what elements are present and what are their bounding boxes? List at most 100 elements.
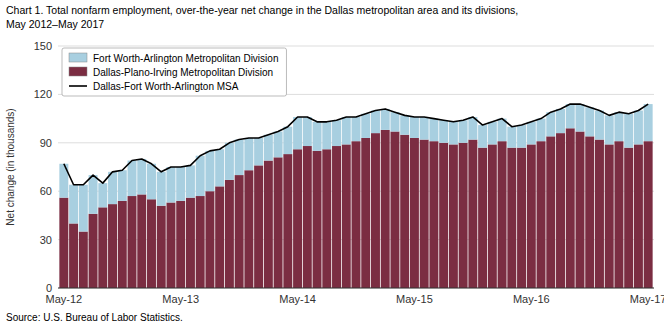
bar [283,127,292,154]
bar [137,159,146,194]
bar [235,140,244,175]
bar [605,144,614,288]
bar [254,165,263,288]
bar [215,149,224,186]
bar [546,136,555,288]
bar [128,196,137,288]
bar [244,170,253,288]
bar [537,141,546,288]
bar [595,111,604,140]
x-tick-label: May-15 [396,293,433,305]
bar [478,148,487,288]
bar [566,104,575,128]
bar [186,165,195,197]
bar [128,161,137,196]
bar [264,135,273,161]
bar [293,149,302,288]
x-tick-label: May-12 [45,293,82,305]
bar [176,201,185,288]
bar [361,138,370,288]
annotation: Source: U.S. Bureau of Labor Statistics. [6,312,183,323]
bar [254,138,263,165]
bar [157,206,166,288]
bar [439,143,448,288]
bar [118,201,127,288]
bar [59,198,68,288]
x-axis-line [58,288,654,289]
legend: Fort Worth-Arlington Metropolitan Divisi… [62,48,286,96]
bar [498,141,507,288]
bar [118,170,127,201]
bar [634,111,643,145]
bar [186,198,195,288]
bar [157,172,166,206]
y-tick-label: 120 [34,88,52,100]
bar [69,223,78,288]
bar-series [59,128,652,288]
legend-swatch [69,67,87,76]
bar [605,115,614,144]
bar [517,125,526,148]
legend-label: Fort Worth-Arlington Metropolitan Divisi… [93,53,278,64]
bar [244,138,253,170]
bar [556,109,565,133]
bar [361,114,370,138]
bar [342,117,351,144]
bar [449,122,458,145]
bar [429,119,438,142]
x-tick-label: May-14 [279,293,316,305]
bar [400,115,409,134]
bar [556,133,565,288]
bar [488,144,497,288]
bar [449,144,458,288]
bar [205,151,214,191]
bar [166,167,175,202]
x-tick-label: May-13 [162,293,199,305]
bar [400,135,409,288]
title: Chart 1. Total nonfarm employment, over-… [6,4,518,16]
bar [585,136,594,288]
bar [303,146,312,288]
bar [274,132,283,158]
bar [381,130,390,288]
bar [624,148,633,288]
bar [274,157,283,288]
bar [585,107,594,136]
y-axis: 0306090120150 [34,40,654,294]
y-tick-label: 150 [34,40,52,52]
bar [313,151,322,288]
bar [332,120,341,146]
bar [459,120,468,143]
bar [527,122,536,145]
bar [215,186,224,288]
bar [420,140,429,288]
bar [89,175,98,214]
legend-swatch [69,53,87,62]
bar [468,140,477,288]
bar [98,207,107,288]
bar [235,175,244,288]
legend-label: Dallas-Fort Worth-Arlington MSA [93,81,239,92]
bar [517,148,526,288]
bar [614,112,623,141]
chart: Chart 1. Total nonfarm employment, over-… [0,0,664,327]
bar [371,111,380,134]
legend-swatch [69,85,87,87]
bar [108,204,117,288]
bar [225,180,234,288]
bar [459,143,468,288]
subtitle: May 2012–May 2017 [6,18,104,30]
bar [264,161,273,288]
bar [410,117,419,138]
bar [537,119,546,142]
line [64,104,648,185]
bar [293,117,302,149]
bar [79,232,88,288]
y-tick-label: 90 [40,137,52,149]
legend-box [62,48,286,96]
bar [89,214,98,288]
bar [98,183,107,207]
bar [147,199,156,288]
bar [644,141,653,288]
x-axis: May-12May-13May-14May-15May-16May-17 [45,293,664,305]
